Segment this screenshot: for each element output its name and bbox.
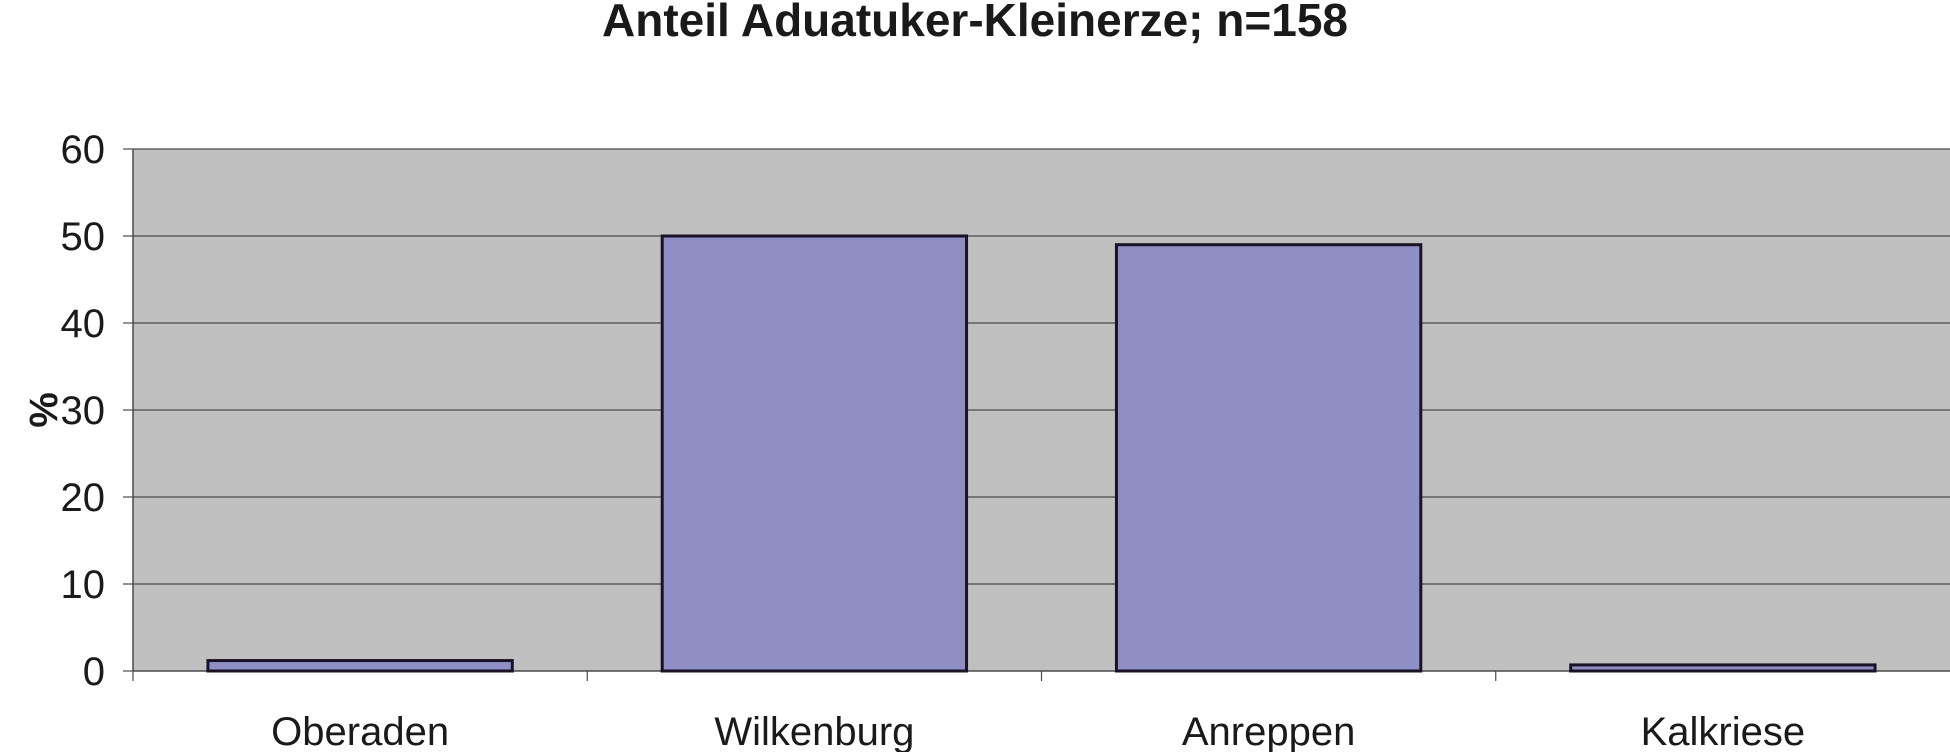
y-tick-labels: 0 10 20 30 40 50 60 (61, 128, 106, 694)
bar-anreppen (1114, 243, 1423, 673)
chart-title: Anteil Aduatuker-Kleinerze; n=158 (602, 0, 1348, 46)
x-tick-label: Oberaden (271, 710, 449, 752)
x-tick-labels: Oberaden Wilkenburg Anreppen Kalkriese (271, 710, 1805, 752)
bar-wilkenburg (660, 234, 969, 673)
y-axis-label: % (21, 392, 65, 428)
y-tick-label: 50 (61, 215, 106, 259)
x-tick-label: Wilkenburg (714, 710, 914, 752)
y-tick-label: 20 (61, 476, 106, 520)
gridlines (133, 148, 1950, 585)
y-tick-label: 60 (61, 128, 106, 172)
bar-oberaden (206, 659, 514, 673)
y-tick-label: 30 (61, 389, 106, 433)
bars (206, 234, 1877, 673)
bar-kalkriese (1569, 663, 1877, 673)
x-tick-label: Anreppen (1182, 710, 1355, 752)
y-tick-label: 10 (61, 563, 106, 607)
y-tick-label: 0 (83, 650, 105, 694)
y-tick-label: 40 (61, 302, 106, 346)
x-tick-label: Kalkriese (1641, 710, 1806, 752)
